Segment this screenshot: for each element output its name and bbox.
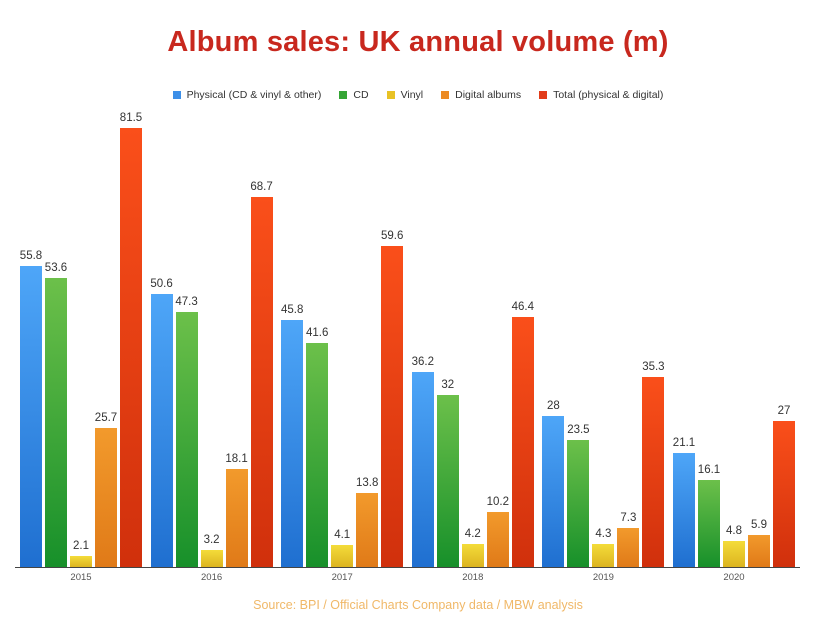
legend-item-vinyl: Vinyl (386, 89, 424, 101)
data-label: 4.2 (464, 528, 481, 541)
bar-digital-2020 (748, 535, 770, 567)
x-tick-label: 2018 (462, 572, 484, 583)
bar-vinyl-2020 (723, 541, 745, 567)
data-label: 10.2 (486, 496, 509, 509)
bar-cd-2017 (306, 342, 329, 567)
bar-digital-2017 (356, 492, 379, 567)
legend-label: Physical (CD & vinyl & other) (186, 89, 322, 101)
bar-vinyl-2019 (592, 543, 615, 567)
data-label: 16.1 (697, 464, 721, 477)
data-label: 5.9 (751, 519, 767, 532)
bar-total-2019 (642, 376, 665, 567)
x-axis-line (15, 567, 800, 568)
data-label: 35.3 (642, 360, 665, 373)
data-label: 27 (777, 405, 791, 418)
legend-label: Digital albums (455, 89, 522, 101)
legend-swatch-digital (441, 91, 450, 99)
data-label: 68.7 (250, 180, 273, 193)
data-label: 25.7 (94, 412, 118, 425)
bar-vinyl-2017 (331, 544, 354, 567)
x-tick-label: 2017 (331, 572, 353, 583)
data-label: 4.3 (595, 527, 612, 540)
legend-swatch-cd (339, 91, 348, 99)
chart-legend: Physical (CD & vinyl & other) CD Vinyl D… (0, 89, 836, 101)
data-label: 18.1 (225, 453, 248, 466)
bar-total-2017 (381, 245, 404, 567)
bar-total-2018 (511, 316, 534, 567)
data-label: 50.6 (150, 278, 173, 291)
x-tick-label: 2019 (592, 572, 614, 583)
bar-vinyl-2015 (70, 555, 92, 567)
bar-cd-2016 (175, 312, 198, 567)
bar-total-2020 (773, 421, 795, 567)
legend-item-cd: CD (339, 89, 369, 101)
data-label: 28 (546, 400, 560, 413)
data-label: 7.3 (620, 511, 637, 524)
legend-swatch-physical (172, 91, 181, 99)
data-label: 4.1 (334, 528, 351, 541)
bar-total-2015 (120, 127, 142, 567)
bar-vinyl-2016 (200, 549, 223, 567)
legend-swatch-total (539, 91, 548, 99)
data-label: 53.6 (44, 262, 68, 275)
data-label: 23.5 (567, 424, 590, 437)
data-label: 46.4 (511, 300, 534, 313)
data-label: 2.1 (73, 539, 89, 552)
legend-label: Vinyl (400, 89, 424, 101)
x-tick-label: 2016 (201, 572, 223, 583)
bar-physical-2016 (150, 294, 173, 567)
data-label: 4.8 (726, 525, 742, 538)
data-label: 81.5 (119, 111, 143, 124)
bar-digital-2015 (95, 428, 117, 567)
legend-label: Total (physical & digital) (553, 89, 664, 101)
legend-item-digital: Digital albums (441, 89, 521, 101)
chart-title: Album sales: UK annual volume (m) (167, 26, 669, 58)
bar-total-2016 (250, 196, 273, 567)
legend-item-total: Total (physical & digital) (539, 89, 663, 101)
bar-digital-2018 (486, 512, 509, 567)
data-label: 45.8 (280, 304, 304, 317)
bar-cd-2018 (436, 394, 459, 567)
data-label: 59.6 (380, 229, 404, 242)
bar-physical-2020 (673, 453, 695, 567)
bar-digital-2016 (225, 469, 248, 567)
data-label: 55.8 (19, 250, 43, 263)
bar-digital-2019 (617, 527, 640, 567)
legend-swatch-vinyl (386, 91, 395, 99)
bar-physical-2017 (281, 320, 304, 567)
legend-item-physical: Physical (CD & vinyl & other) (172, 89, 322, 101)
legend-label: CD (353, 89, 369, 101)
bar-physical-2019 (542, 416, 565, 567)
source-note: Source: BPI / Official Charts Company da… (253, 598, 583, 612)
data-label: 21.1 (672, 437, 696, 450)
bar-physical-2015 (20, 266, 42, 567)
data-label: 47.3 (175, 296, 198, 309)
data-label: 32 (441, 378, 455, 391)
bar-vinyl-2018 (461, 544, 484, 567)
bar-cd-2015 (45, 278, 67, 567)
data-label: 41.6 (305, 326, 329, 339)
data-label: 3.2 (203, 533, 220, 546)
bar-physical-2018 (411, 371, 434, 567)
data-label: 36.2 (411, 355, 434, 368)
x-tick-label: 2015 (70, 572, 92, 583)
x-tick-label: 2020 (723, 572, 745, 583)
bar-cd-2020 (698, 480, 720, 567)
bar-cd-2019 (567, 440, 590, 567)
data-label: 13.8 (355, 476, 379, 489)
